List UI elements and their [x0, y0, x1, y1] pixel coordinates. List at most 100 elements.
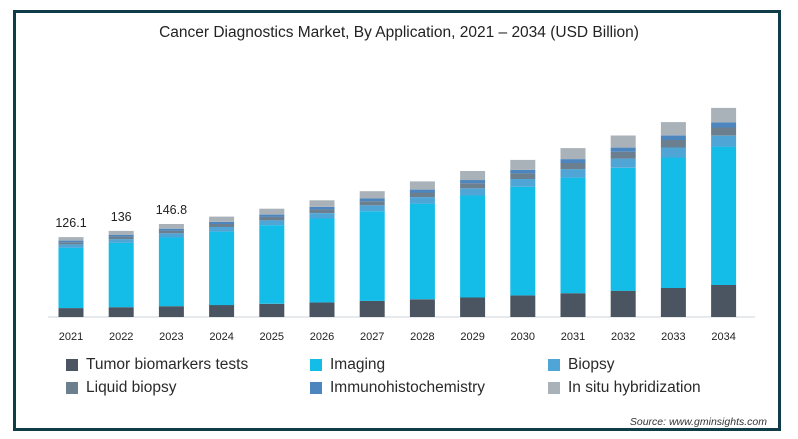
- bar-segment: [209, 227, 235, 232]
- bar-segment: [660, 122, 686, 136]
- bar-segment: [510, 169, 536, 174]
- bar-segment: [58, 237, 84, 241]
- bar-segment: [158, 237, 184, 307]
- bars-group: [58, 107, 737, 317]
- bar-segment: [560, 159, 586, 163]
- bar-segment: [309, 206, 335, 210]
- legend-label: Imaging: [330, 356, 386, 373]
- bar-segment: [610, 151, 636, 159]
- bar-segment: [711, 135, 737, 147]
- bar-segment: [158, 228, 184, 231]
- bar-segment: [158, 233, 184, 238]
- x-tick-labels: 2021 2022 2023 2024 2025 2026 2027 2028 2029 2030…: [59, 331, 736, 343]
- bar-segment: [660, 135, 686, 140]
- legend-label: Tumor biomarkers tests: [86, 356, 249, 373]
- bar-segment: [259, 216, 285, 221]
- bar-segment: [460, 183, 486, 189]
- data-labels: 126.1 136 146.8: [55, 203, 187, 230]
- x-tick-label: 2021: [59, 331, 83, 343]
- bar-segment: [58, 247, 84, 309]
- bar-segment: [108, 236, 134, 240]
- chart-frame: [13, 10, 781, 431]
- legend-swatch: [548, 382, 560, 394]
- bar-segment: [660, 140, 686, 148]
- bar-segment: [259, 208, 285, 215]
- x-tick-label: 2034: [711, 331, 735, 343]
- bar-segment: [409, 197, 435, 204]
- legend-label: In situ hybridization: [568, 379, 701, 396]
- bar-segment: [409, 192, 435, 198]
- legend-swatch: [66, 382, 78, 394]
- bar-segment: [309, 218, 335, 303]
- data-label: 136: [111, 210, 132, 224]
- legend-item-liquid-biopsy: Liquid biopsy: [66, 379, 176, 397]
- bar-segment: [409, 189, 435, 193]
- bar-segment: [460, 297, 486, 317]
- legend-swatch: [66, 359, 78, 371]
- bar-segment: [660, 157, 686, 288]
- x-tick-label: 2023: [159, 331, 183, 343]
- bar-segment: [610, 147, 636, 152]
- x-tick-label: 2027: [360, 331, 384, 343]
- bar-segment: [560, 293, 586, 317]
- legend-swatch: [310, 359, 322, 371]
- bar-segment: [58, 242, 84, 245]
- legend-item-in-situ-hybridization: In situ hybridization: [548, 379, 701, 397]
- bar-segment: [460, 188, 486, 196]
- legend-item-biopsy: Biopsy: [548, 356, 615, 374]
- bar-segment: [359, 211, 385, 301]
- bar-segment: [560, 163, 586, 170]
- bar-segment: [108, 242, 134, 308]
- bar-segment: [158, 306, 184, 317]
- bar-segment: [711, 107, 737, 123]
- bar-segment: [711, 285, 737, 317]
- bar-segment: [610, 135, 636, 148]
- bar-segment: [460, 171, 486, 181]
- bar-segment: [259, 220, 285, 226]
- chart-title: Cancer Diagnostics Market, By Applicatio…: [159, 24, 639, 41]
- bar-segment: [460, 195, 486, 298]
- bar-segment: [560, 148, 586, 160]
- bar-segment: [158, 230, 184, 234]
- legend-item-imaging: Imaging: [310, 356, 385, 374]
- x-tick-label: 2031: [561, 331, 585, 343]
- x-tick-label: 2025: [260, 331, 284, 343]
- bar-segment: [209, 221, 235, 224]
- x-tick-label: 2024: [209, 331, 233, 343]
- bar-segment: [359, 191, 385, 199]
- bar-segment: [711, 146, 737, 285]
- bar-segment: [58, 240, 84, 243]
- bar-segment: [510, 295, 536, 317]
- x-tick-label: 2029: [460, 331, 484, 343]
- bar-segment: [560, 169, 586, 178]
- bar-segment: [409, 203, 435, 300]
- bar-segment: [660, 288, 686, 317]
- bar-segment: [409, 299, 435, 317]
- legend-item-tumor-biomarkers-tests: Tumor biomarkers tests: [66, 356, 248, 374]
- bar-segment: [560, 177, 586, 294]
- legend-label: Immunohistochemistry: [330, 379, 486, 396]
- bar-segment: [510, 179, 536, 187]
- bar-segment: [510, 186, 536, 296]
- bar-segment: [359, 205, 385, 212]
- x-tick-label: 2026: [310, 331, 334, 343]
- legend-swatch: [310, 382, 322, 394]
- bar-segment: [610, 158, 636, 168]
- bar-segment: [359, 198, 385, 202]
- bar-segment: [610, 290, 636, 317]
- x-tick-label: 2030: [511, 331, 535, 343]
- bar-segment: [309, 213, 335, 219]
- bar-segment: [259, 225, 285, 304]
- x-tick-label: 2028: [410, 331, 434, 343]
- legend-item-immunohistochemistry: Immunohistochemistry: [310, 379, 485, 397]
- bar-segment: [58, 244, 84, 248]
- bar-segment: [510, 173, 536, 179]
- bar-segment: [460, 180, 486, 184]
- bar-segment: [660, 147, 686, 158]
- bar-segment: [158, 224, 184, 229]
- bar-segment: [409, 181, 435, 190]
- bar-segment: [209, 231, 235, 306]
- bar-segment: [209, 305, 235, 317]
- legend-swatch: [548, 359, 560, 371]
